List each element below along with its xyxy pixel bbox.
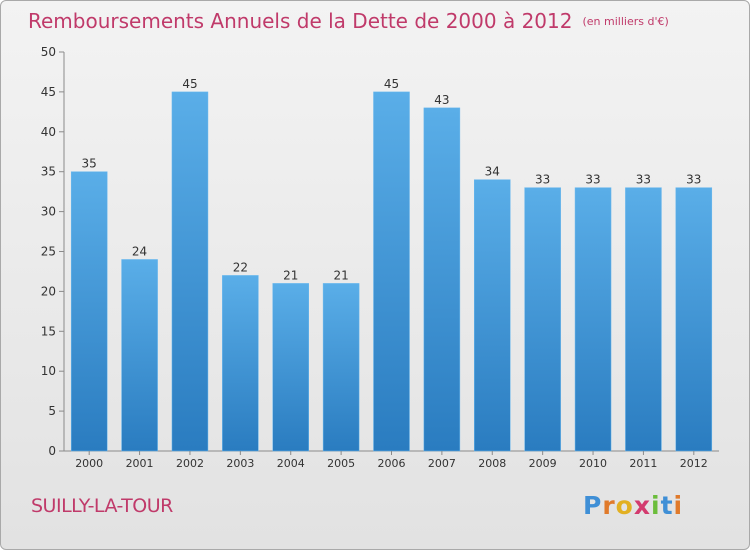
x-tick-label: 2003 bbox=[226, 457, 254, 470]
x-tick-label: 2012 bbox=[680, 457, 708, 470]
x-tick-label: 2009 bbox=[529, 457, 557, 470]
data-label: 45 bbox=[182, 77, 197, 91]
data-label: 45 bbox=[384, 77, 399, 91]
data-label: 24 bbox=[132, 244, 147, 258]
y-tick-label: 50 bbox=[41, 45, 56, 59]
bar bbox=[70, 171, 108, 452]
data-label: 43 bbox=[434, 93, 449, 107]
chart-title: Remboursements Annuels de la Dette de 20… bbox=[28, 9, 669, 33]
data-label: 35 bbox=[82, 157, 97, 171]
x-tick-label: 2001 bbox=[126, 457, 154, 470]
x-tick-label: 2011 bbox=[629, 457, 657, 470]
chart-unit: (en milliers d'€) bbox=[582, 15, 669, 28]
data-label: 33 bbox=[686, 173, 701, 187]
y-tick-label: 45 bbox=[41, 85, 56, 99]
bar bbox=[625, 187, 662, 452]
bar bbox=[675, 187, 713, 452]
proxiti-logo: Proxiti bbox=[583, 491, 684, 520]
bar bbox=[272, 283, 309, 452]
x-tick-label: 2006 bbox=[378, 457, 406, 470]
y-tick-label: 20 bbox=[41, 284, 56, 298]
data-label: 33 bbox=[535, 173, 550, 187]
bar bbox=[474, 179, 511, 452]
y-tick-label: 0 bbox=[48, 444, 56, 458]
data-label: 21 bbox=[283, 268, 298, 282]
bar bbox=[524, 187, 561, 452]
bar bbox=[574, 187, 612, 452]
x-tick-label: 2010 bbox=[579, 457, 607, 470]
x-tick-label: 2008 bbox=[478, 457, 506, 470]
y-tick-label: 10 bbox=[41, 364, 56, 378]
bar bbox=[373, 91, 410, 452]
y-tick-label: 15 bbox=[41, 324, 56, 338]
bar bbox=[171, 91, 209, 452]
data-label: 33 bbox=[636, 173, 651, 187]
data-label: 34 bbox=[485, 165, 500, 179]
chart-title-text: Remboursements Annuels de la Dette de 20… bbox=[28, 9, 573, 33]
place-name: SUILLY-LA-TOUR bbox=[31, 495, 173, 517]
x-tick-label: 2007 bbox=[428, 457, 456, 470]
x-tick-label: 2000 bbox=[75, 457, 103, 470]
data-label: 22 bbox=[233, 260, 248, 274]
y-tick-label: 40 bbox=[41, 125, 56, 139]
x-tick-label: 2002 bbox=[176, 457, 204, 470]
bar bbox=[423, 107, 461, 452]
bar bbox=[121, 259, 158, 452]
y-tick-label: 35 bbox=[41, 165, 56, 179]
x-tick-label: 2004 bbox=[277, 457, 305, 470]
y-tick-label: 30 bbox=[41, 205, 56, 219]
y-tick-label: 5 bbox=[48, 404, 56, 418]
bar bbox=[322, 283, 360, 452]
x-tick-label: 2005 bbox=[327, 457, 355, 470]
data-label: 21 bbox=[333, 268, 348, 282]
data-label: 33 bbox=[585, 173, 600, 187]
bar bbox=[222, 275, 259, 452]
y-tick-label: 25 bbox=[41, 245, 56, 259]
